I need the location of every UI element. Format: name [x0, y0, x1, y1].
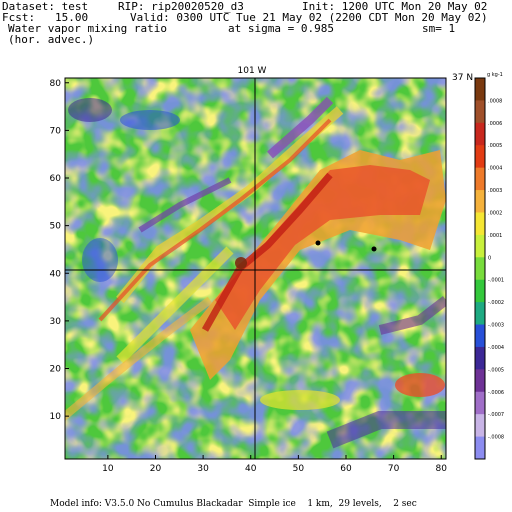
city-marker — [371, 246, 377, 252]
colorbar-frame — [474, 77, 486, 460]
y-tick-label: 70 — [50, 126, 62, 136]
colorbar-label: -.0004 — [488, 345, 504, 351]
init-label: Init: 1200 UTC Mon 20 May 02 — [302, 0, 488, 13]
rip-label: RIP: rip20020520_d3 — [118, 0, 244, 13]
y-axis-ticks: 10 20 30 40 50 60 70 80 — [50, 79, 69, 422]
colorbar-swatch — [475, 346, 485, 370]
colorbar-swatch — [475, 302, 485, 326]
x-tick-label: 70 — [388, 464, 400, 474]
colorbar-label: 0 — [488, 255, 491, 261]
y-tick-label: 60 — [50, 174, 62, 184]
x-tick-label: 60 — [340, 464, 352, 474]
x-tick-label: 30 — [197, 464, 209, 474]
colorbar-swatch — [475, 212, 485, 236]
x-tick-label: 50 — [293, 464, 305, 474]
colorbar-swatch — [475, 257, 485, 281]
colorbar: .0008 .0006 .0005 .0004 .0003 .0002 .0001 0 -.00… — [474, 77, 504, 460]
advection-label: (hor. advec.) — [8, 33, 95, 46]
colorbar-label: .0008 — [488, 98, 502, 104]
colorbar-swatch — [475, 145, 485, 169]
colorbar-swatch — [475, 100, 485, 124]
x-tick-label: 80 — [436, 464, 448, 474]
y-tick-label: 80 — [50, 79, 62, 89]
colorbar-label: -.0003 — [488, 323, 504, 329]
valid-label: Valid: 0300 UTC Tue 21 May 02 (2200 CDT … — [130, 11, 488, 24]
y-tick-label: 20 — [50, 365, 62, 375]
colorbar-label: .0001 — [488, 233, 502, 239]
model-info: Model info: V3.5.0 No Cumulus Blackadar … — [50, 499, 417, 509]
colorbar-label: .0006 — [488, 121, 502, 127]
x-tick-label: 20 — [150, 464, 162, 474]
y-tick-label: 50 — [50, 222, 62, 232]
y-tick-label: 30 — [50, 317, 62, 327]
colorbar-swatch — [475, 324, 485, 348]
colorbar-swatch — [475, 279, 485, 303]
colorbar-label: -.0005 — [488, 367, 504, 373]
dataset-label: Dataset: test — [2, 0, 89, 13]
colorbar-swatch — [475, 436, 485, 460]
colorbar-label: -.0007 — [488, 412, 504, 418]
colorbar-label: .0005 — [488, 143, 502, 149]
x-tick-label: 40 — [245, 464, 257, 474]
field-label: Water vapor mixing ratio — [8, 22, 167, 35]
colorbar-label: -.0008 — [488, 435, 504, 441]
city-marker — [315, 240, 321, 246]
colorbar-label: -.0002 — [488, 300, 504, 306]
colorbar-swatch — [475, 190, 485, 213]
moisture-field — [65, 78, 446, 459]
colorbar-swatch — [475, 234, 485, 258]
colorbar-unit: g kg-1 — [487, 72, 503, 78]
colorbar-swatch — [475, 369, 485, 393]
colorbar-label: .0003 — [488, 188, 502, 194]
longitude-label: 101 W — [238, 66, 267, 76]
colorbar-swatch — [475, 414, 485, 438]
colorbar-swatch — [475, 167, 485, 191]
colorbar-label: -.0001 — [488, 278, 504, 284]
fcst-label: Fcst: 15.00 — [2, 11, 89, 24]
y-tick-label: 40 — [50, 269, 62, 279]
x-tick-label: 10 — [102, 464, 114, 474]
latitude-label: 37 N — [452, 73, 473, 83]
colorbar-swatch — [475, 391, 485, 415]
x-axis-ticks: 10 20 30 40 50 60 70 80 — [102, 455, 447, 474]
colorbar-swatch — [475, 122, 485, 146]
colorbar-label: -.0006 — [488, 390, 504, 396]
colorbar-label: .0004 — [488, 166, 502, 172]
colorbar-label: .0002 — [488, 210, 502, 216]
colorbar-swatch — [475, 78, 485, 101]
smoothing-label: sm= 1 — [422, 22, 456, 35]
sigma-label: at sigma = 0.985 — [228, 22, 334, 35]
y-tick-label: 10 — [50, 412, 62, 422]
